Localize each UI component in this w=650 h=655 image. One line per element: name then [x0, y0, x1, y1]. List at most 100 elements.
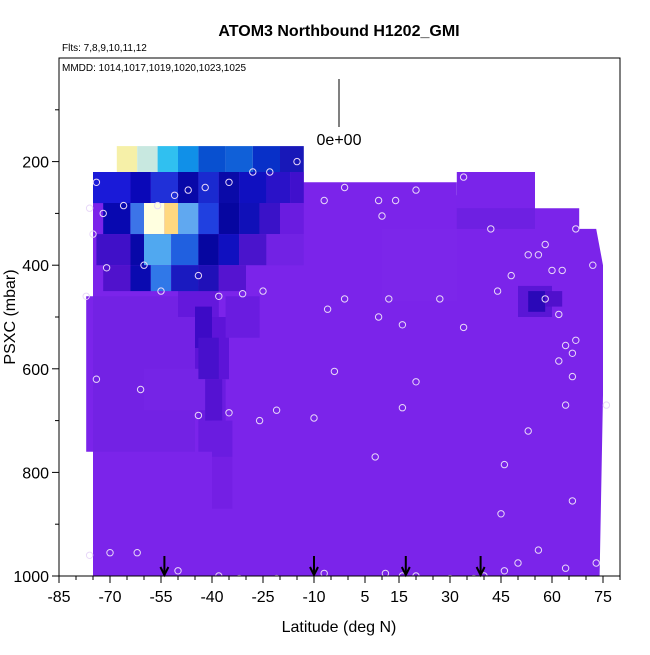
sample-point [225, 178, 233, 187]
sample-point [106, 549, 114, 557]
sample-point [85, 204, 94, 212]
heatmap-cell [239, 234, 267, 266]
sample-point [378, 212, 386, 220]
sample-point [541, 295, 549, 303]
heatmap-cell [198, 234, 219, 266]
sample-point [157, 287, 165, 295]
heatmap-cell [130, 203, 144, 235]
sample-point [497, 510, 505, 518]
sample-point [541, 240, 549, 249]
sample-point [255, 416, 264, 425]
heatmap-cell [218, 172, 240, 204]
sample-point [330, 367, 339, 376]
sample-point [459, 323, 468, 332]
heatmap-cell [157, 146, 178, 172]
heatmap-cell [195, 306, 212, 348]
heatmap-cell [93, 172, 131, 204]
sample-point [153, 201, 162, 210]
heatmap-cell [198, 203, 219, 235]
heatmap-cell [266, 172, 291, 204]
heatmap-cell [212, 456, 233, 509]
heatmap-cell [456, 172, 535, 209]
heatmap-cell [225, 146, 253, 172]
sample-point [340, 183, 349, 192]
sample-point [398, 321, 407, 329]
heatmap-cell [137, 146, 158, 172]
x-tick-label: -40 [200, 589, 223, 606]
heatmap-cell [130, 265, 151, 292]
sample-point [266, 168, 274, 176]
heatmap-cell [280, 146, 304, 172]
heatmap-cell [103, 265, 131, 292]
heatmap-layer [86, 146, 603, 576]
heatmap-cell [239, 172, 267, 204]
sample-point [119, 201, 128, 210]
heatmap-cell [116, 146, 138, 172]
sample-point [371, 453, 379, 461]
sample-point [493, 287, 502, 295]
x-tick-label: -10 [302, 589, 325, 606]
sample-point [561, 564, 570, 572]
x-tick-label: -70 [98, 589, 121, 606]
x-tick-label: -25 [251, 589, 274, 606]
sample-point [602, 401, 611, 409]
sample-point [589, 261, 597, 269]
sample-point [500, 460, 509, 469]
flights-subtitle: Flts: 7,8,9,10,11,12 [62, 43, 147, 54]
sample-point [170, 191, 179, 200]
sample-point [194, 411, 203, 420]
sample-point [568, 349, 577, 357]
heatmap-cell [178, 203, 199, 235]
sample-point [398, 404, 407, 412]
sample-point [381, 569, 390, 576]
sample-point [140, 261, 148, 269]
sample-point [374, 196, 383, 205]
sample-point [238, 290, 247, 298]
sample-point [194, 271, 203, 280]
heatmap-cell [239, 203, 260, 235]
sample-point [555, 357, 563, 365]
y-axis-label: PSXC (mbar) [2, 269, 19, 364]
heatmap-cell [259, 203, 280, 235]
heatmap-cell [205, 379, 223, 421]
sample-point [320, 196, 328, 205]
y-axis: 200 400 600 800 1000 [13, 109, 59, 586]
sample-point [99, 209, 107, 218]
heatmap-cell [212, 420, 233, 457]
y-tick-label: 400 [22, 258, 49, 275]
sample-point [323, 305, 332, 313]
sample-point [89, 230, 97, 238]
sample-point [102, 264, 111, 272]
heatmap-cell [218, 203, 240, 235]
sample-point [391, 196, 400, 205]
x-tick-label: 75 [594, 589, 612, 606]
heatmap-cell [150, 265, 172, 292]
sample-point [273, 574, 280, 576]
heatmap-cell [252, 146, 280, 172]
x-axis-label: Latitude (deg N) [282, 619, 397, 636]
colorbar-label: 0e+00 [317, 132, 362, 149]
x-tick-label: 15 [390, 589, 408, 606]
sample-point [293, 157, 301, 166]
heatmap-cell [290, 172, 304, 204]
sample-point [524, 427, 532, 435]
x-tick-label: -85 [47, 589, 70, 606]
arrow-marker [400, 556, 411, 578]
heatmap-cell [218, 234, 240, 266]
heatmap-cell [198, 337, 219, 380]
heatmap-cell [545, 291, 563, 307]
sample-point [259, 287, 267, 295]
y-tick-label: 600 [22, 362, 49, 379]
sample-point [385, 295, 393, 303]
sample-points-layer [82, 157, 611, 576]
sample-point [136, 385, 145, 394]
x-tick-label: -55 [149, 589, 172, 606]
heatmap-cell [528, 291, 546, 312]
arrow-marker [309, 556, 319, 578]
arrow-marker [475, 556, 486, 578]
sample-point [459, 173, 468, 181]
heatmap-cell [280, 203, 304, 235]
sample-point [92, 178, 101, 187]
